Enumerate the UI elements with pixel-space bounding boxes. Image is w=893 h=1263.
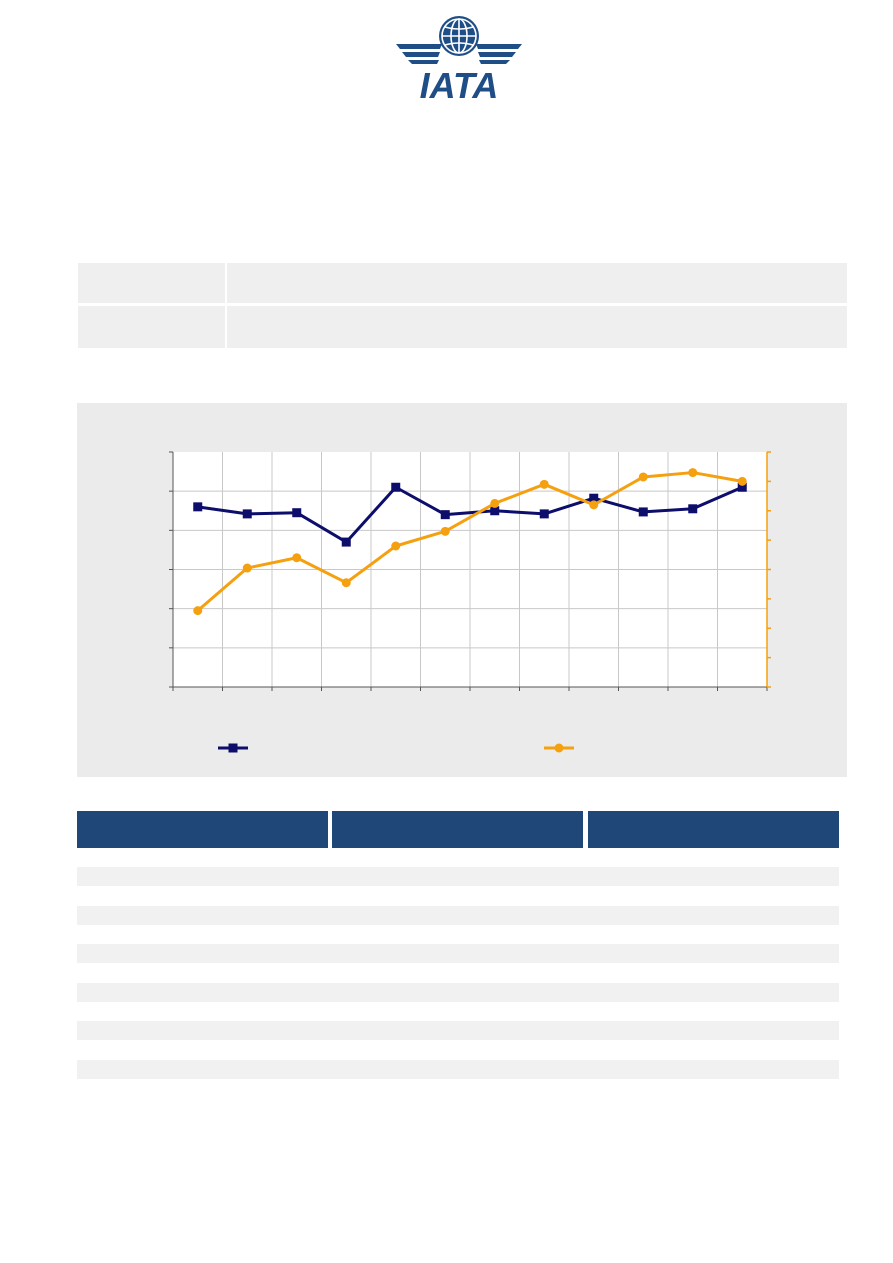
- data-point-circle: [490, 498, 500, 508]
- info-value: [227, 263, 847, 303]
- legend-marker-square: [228, 743, 238, 753]
- table-row: [77, 1021, 839, 1041]
- logo-wordmark: IATA: [420, 65, 499, 100]
- table-row: [77, 964, 839, 983]
- table-row: [77, 905, 839, 925]
- table-row: [77, 944, 839, 964]
- legend-marker-circle: [554, 743, 564, 753]
- data-point-square: [193, 502, 203, 512]
- info-label: [78, 306, 225, 348]
- data-point-circle: [193, 606, 203, 616]
- table-header-cell: [332, 811, 583, 848]
- data-point-square: [242, 509, 252, 519]
- data-point-circle: [440, 526, 450, 536]
- data-point-square: [539, 509, 549, 519]
- series-line-1: [196, 471, 743, 612]
- iata-logo-graphic: IATA: [396, 16, 522, 100]
- data-point-square: [638, 507, 648, 517]
- info-label: [78, 263, 225, 303]
- info-row: [78, 306, 847, 348]
- table-row: [77, 1002, 839, 1021]
- iata-logo: IATA: [394, 14, 524, 100]
- data-point-square: [589, 493, 599, 503]
- data-point-circle: [341, 578, 351, 588]
- data-point-square: [737, 482, 747, 492]
- info-separator: [225, 263, 227, 303]
- data-point-square: [391, 482, 401, 492]
- info-separator: [225, 306, 227, 348]
- data-point-square: [341, 537, 351, 547]
- data-point-square: [292, 508, 302, 518]
- table-row: [77, 867, 839, 886]
- table-header-cell: [77, 811, 328, 848]
- table-row: [77, 982, 839, 1002]
- data-point-circle: [589, 500, 599, 510]
- data-point-square: [440, 510, 450, 520]
- data-point-circle: [242, 563, 252, 573]
- table-row: [77, 886, 839, 905]
- table-row: [77, 1041, 839, 1060]
- table-header-cell: [588, 811, 839, 848]
- data-point-circle: [391, 541, 401, 551]
- info-row: [78, 263, 847, 303]
- line-chart: [169, 451, 771, 753]
- info-table: [78, 263, 847, 348]
- data-point-square: [490, 506, 500, 516]
- data-point-circle: [539, 479, 549, 489]
- table-row: [77, 925, 839, 944]
- data-point-square: [688, 504, 698, 514]
- table-row: [77, 1079, 839, 1098]
- data-point-circle: [638, 472, 648, 482]
- table-row: [77, 1060, 839, 1079]
- info-value: [227, 306, 847, 348]
- data-point-circle: [292, 553, 302, 563]
- data-point-circle: [737, 476, 747, 486]
- chart-panel: [77, 403, 847, 777]
- series-line-0: [197, 485, 743, 544]
- data-point-circle: [688, 468, 698, 478]
